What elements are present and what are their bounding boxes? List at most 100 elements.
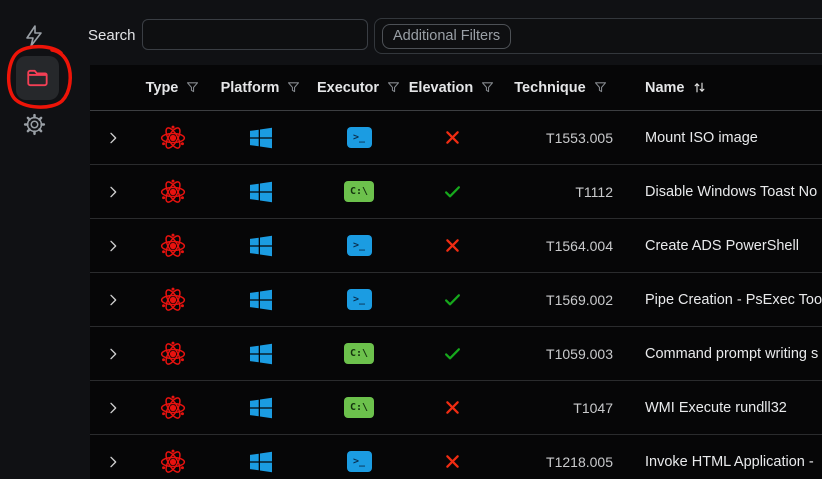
chevron-right-icon (105, 346, 121, 362)
windows-icon (249, 180, 273, 204)
test-name: WMI Execute rundll32 (645, 399, 787, 416)
technique-id: T1112 (575, 183, 613, 200)
check-icon (444, 293, 461, 307)
elevation-cell (407, 238, 497, 253)
table-row[interactable]: >_ T1553.005 Mount ISO image (90, 111, 822, 165)
type-cell (135, 394, 211, 422)
powershell-executor-icon: >_ (346, 451, 372, 472)
row-expand-chevron[interactable] (90, 454, 135, 470)
cmd-executor-icon: C:\ (344, 397, 374, 418)
atom-icon (159, 178, 187, 206)
column-header-technique[interactable]: Technique (497, 80, 625, 96)
column-header-executor[interactable]: Executor (311, 80, 407, 96)
chevron-right-icon (105, 454, 121, 470)
table-header-row: Type Platform Executor Elevation Techniq… (90, 65, 822, 111)
atom-icon (159, 232, 187, 260)
x-icon (445, 400, 460, 415)
atom-icon (159, 394, 187, 422)
executor-cell: >_ (311, 235, 407, 256)
technique-id: T1564.004 (546, 237, 613, 254)
gear-icon[interactable] (20, 110, 48, 138)
row-expand-chevron[interactable] (90, 238, 135, 254)
type-cell (135, 286, 211, 314)
elevation-cell (407, 293, 497, 307)
cmd-executor-icon: C:\ (344, 343, 374, 364)
technique-id: T1569.002 (546, 291, 613, 308)
search-label: Search (88, 27, 136, 44)
executor-cell: C:\ (311, 397, 407, 418)
table-row[interactable]: >_ T1569.002 Pipe Creation - PsExec Too (90, 273, 822, 327)
technique-id: T1218.005 (546, 453, 613, 470)
type-cell (135, 124, 211, 152)
type-cell (135, 178, 211, 206)
table-row[interactable]: >_ T1218.005 Invoke HTML Application - (90, 435, 822, 479)
x-icon (445, 238, 460, 253)
column-header-elevation[interactable]: Elevation (407, 80, 497, 96)
table-row[interactable]: C:\ T1059.003 Command prompt writing s (90, 327, 822, 381)
windows-icon (249, 396, 273, 420)
table-row[interactable]: C:\ T1112 Disable Windows Toast No (90, 165, 822, 219)
toolbar: Search Additional Filters (70, 0, 822, 65)
row-expand-chevron[interactable] (90, 346, 135, 362)
windows-icon (249, 126, 273, 150)
chevron-right-icon (105, 400, 121, 416)
elevation-cell (407, 454, 497, 469)
atom-icon (159, 124, 187, 152)
chevron-right-icon (105, 238, 121, 254)
table-row[interactable]: >_ T1564.004 Create ADS PowerShell (90, 219, 822, 273)
executor-cell: >_ (311, 451, 407, 472)
filter-icon[interactable] (286, 80, 301, 95)
platform-cell (211, 342, 311, 366)
row-expand-chevron[interactable] (90, 184, 135, 200)
powershell-executor-icon: >_ (346, 127, 372, 148)
platform-cell (211, 288, 311, 312)
filter-icon[interactable] (185, 80, 200, 95)
column-header-type[interactable]: Type (135, 80, 211, 96)
test-name: Create ADS PowerShell (645, 237, 799, 254)
row-expand-chevron[interactable] (90, 130, 135, 146)
folder-icon (25, 65, 51, 91)
filter-icon[interactable] (593, 80, 608, 95)
chevron-right-icon (105, 184, 121, 200)
executor-cell: C:\ (311, 343, 407, 364)
additional-filters-box[interactable]: Additional Filters (374, 18, 822, 54)
chevron-right-icon (105, 130, 121, 146)
executor-cell: >_ (311, 289, 407, 310)
row-expand-chevron[interactable] (90, 400, 135, 416)
technique-id: T1553.005 (546, 129, 613, 146)
platform-cell (211, 126, 311, 150)
additional-filters-button[interactable]: Additional Filters (382, 23, 512, 49)
elevation-cell (407, 347, 497, 361)
x-icon (445, 130, 460, 145)
atom-icon (159, 340, 187, 368)
powershell-executor-icon: >_ (346, 289, 372, 310)
filter-icon[interactable] (480, 80, 495, 95)
executor-cell: >_ (311, 127, 407, 148)
windows-icon (249, 288, 273, 312)
windows-icon (249, 450, 273, 474)
sidebar-item-library[interactable] (16, 56, 59, 100)
lightning-icon[interactable] (20, 22, 48, 50)
test-name: Command prompt writing s (645, 345, 819, 362)
chevron-right-icon (105, 292, 121, 308)
type-cell (135, 232, 211, 260)
type-cell (135, 340, 211, 368)
x-icon (445, 454, 460, 469)
column-header-name[interactable]: Name (625, 80, 822, 96)
check-icon (444, 185, 461, 199)
platform-cell (211, 396, 311, 420)
windows-icon (249, 342, 273, 366)
search-input[interactable] (142, 19, 368, 50)
techniques-table: Type Platform Executor Elevation Techniq… (90, 65, 822, 479)
filter-icon[interactable] (386, 80, 401, 95)
elevation-cell (407, 130, 497, 145)
platform-cell (211, 180, 311, 204)
row-expand-chevron[interactable] (90, 292, 135, 308)
powershell-executor-icon: >_ (346, 235, 372, 256)
column-header-platform[interactable]: Platform (211, 80, 311, 96)
platform-cell (211, 234, 311, 258)
test-name: Disable Windows Toast No (645, 183, 818, 200)
table-row[interactable]: C:\ T1047 WMI Execute rundll32 (90, 381, 822, 435)
sort-icon[interactable] (692, 80, 707, 95)
test-name: Invoke HTML Application - (645, 453, 814, 470)
